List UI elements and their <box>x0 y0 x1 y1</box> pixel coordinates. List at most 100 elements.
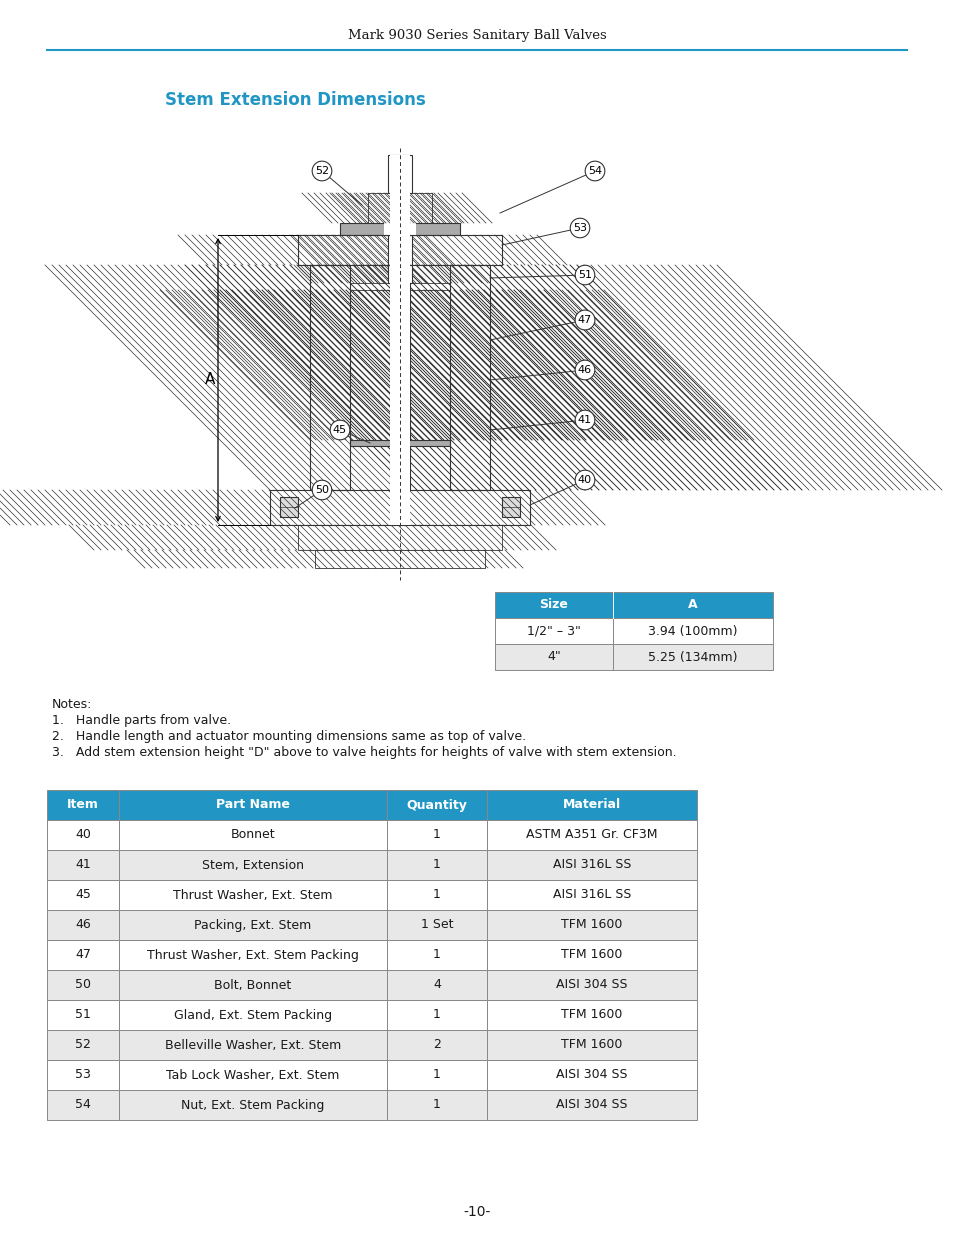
Bar <box>388 266 412 283</box>
Bar <box>297 525 501 550</box>
Text: 4: 4 <box>433 978 440 992</box>
Text: AISI 316L SS: AISI 316L SS <box>552 888 631 902</box>
Text: TFM 1600: TFM 1600 <box>560 948 622 962</box>
Text: 2.   Handle length and actuator mounting dimensions same as top of valve.: 2. Handle length and actuator mounting d… <box>52 730 525 743</box>
Bar <box>310 266 350 490</box>
Bar <box>486 1000 697 1030</box>
Bar <box>119 790 387 820</box>
Bar <box>395 193 403 224</box>
Text: 51: 51 <box>578 270 592 280</box>
Bar <box>486 940 697 969</box>
Bar <box>47 850 119 881</box>
Bar <box>119 940 387 969</box>
Text: 46: 46 <box>578 366 592 375</box>
Bar <box>297 235 501 266</box>
Text: Notes:: Notes: <box>52 698 92 711</box>
Text: A: A <box>205 373 215 388</box>
Text: 47: 47 <box>578 315 592 325</box>
Text: 1: 1 <box>433 888 440 902</box>
Bar <box>486 910 697 940</box>
Bar <box>47 1091 119 1120</box>
Bar <box>384 224 416 235</box>
Bar <box>495 643 613 671</box>
Bar <box>280 496 297 517</box>
Text: Thrust Washer, Ext. Stem: Thrust Washer, Ext. Stem <box>173 888 333 902</box>
Bar <box>486 850 697 881</box>
Text: Nut, Ext. Stem Packing: Nut, Ext. Stem Packing <box>181 1098 324 1112</box>
Bar <box>270 490 530 525</box>
Bar <box>410 290 450 440</box>
Bar <box>387 1091 486 1120</box>
Bar <box>310 266 350 490</box>
Text: Gland, Ext. Stem Packing: Gland, Ext. Stem Packing <box>173 1009 332 1021</box>
Text: 41: 41 <box>578 415 592 425</box>
Text: 51: 51 <box>75 1009 91 1021</box>
Text: 3.94 (100mm): 3.94 (100mm) <box>648 625 737 637</box>
Bar <box>387 1000 486 1030</box>
Bar <box>495 592 772 618</box>
Text: 1/2" – 3": 1/2" – 3" <box>526 625 580 637</box>
Text: Belleville Washer, Ext. Stem: Belleville Washer, Ext. Stem <box>165 1039 341 1051</box>
Text: 53: 53 <box>573 224 586 233</box>
Text: Size: Size <box>539 599 568 611</box>
Text: TFM 1600: TFM 1600 <box>560 919 622 931</box>
Text: AISI 304 SS: AISI 304 SS <box>556 1068 627 1082</box>
Bar <box>119 1000 387 1030</box>
Bar <box>395 193 432 224</box>
Text: 1: 1 <box>433 858 440 872</box>
Bar <box>119 1030 387 1060</box>
Bar <box>412 235 501 266</box>
Bar <box>47 940 119 969</box>
Bar <box>119 1091 387 1120</box>
Text: Stem, Extension: Stem, Extension <box>202 858 304 872</box>
Text: Stem Extension Dimensions: Stem Extension Dimensions <box>165 91 425 109</box>
Bar <box>119 1060 387 1091</box>
Bar <box>119 850 387 881</box>
Text: 1: 1 <box>433 1098 440 1112</box>
Text: Part Name: Part Name <box>215 799 290 811</box>
Text: TFM 1600: TFM 1600 <box>560 1009 622 1021</box>
Bar <box>387 850 486 881</box>
Text: 52: 52 <box>314 165 329 177</box>
Bar <box>297 235 388 266</box>
Text: 47: 47 <box>75 948 91 962</box>
Bar <box>412 266 450 283</box>
Bar <box>613 618 772 643</box>
Bar <box>486 1060 697 1091</box>
Bar <box>388 156 412 193</box>
Bar <box>47 1030 119 1060</box>
Text: 40: 40 <box>75 829 91 841</box>
Bar <box>47 881 119 910</box>
Text: TFM 1600: TFM 1600 <box>560 1039 622 1051</box>
Text: 50: 50 <box>75 978 91 992</box>
Text: Bonnet: Bonnet <box>231 829 275 841</box>
Bar <box>47 790 119 820</box>
Text: 1 Set: 1 Set <box>420 919 453 931</box>
Bar <box>495 618 613 643</box>
Bar <box>486 969 697 1000</box>
Text: 1: 1 <box>433 948 440 962</box>
Bar <box>450 266 490 490</box>
Bar <box>47 1000 119 1030</box>
Text: 3.   Add stem extension height "D" above to valve heights for heights of valve w: 3. Add stem extension height "D" above t… <box>52 746 676 760</box>
Bar <box>387 1030 486 1060</box>
Bar <box>387 881 486 910</box>
Bar <box>387 1060 486 1091</box>
Text: AISI 304 SS: AISI 304 SS <box>556 1098 627 1112</box>
Text: 45: 45 <box>333 425 347 435</box>
Text: 1: 1 <box>433 1009 440 1021</box>
Bar <box>388 235 412 266</box>
Bar <box>387 969 486 1000</box>
Bar <box>119 881 387 910</box>
Bar <box>486 1091 697 1120</box>
Text: Packing, Ext. Stem: Packing, Ext. Stem <box>194 919 312 931</box>
Bar <box>486 790 697 820</box>
Text: 1: 1 <box>433 829 440 841</box>
Text: Thrust Washer, Ext. Stem Packing: Thrust Washer, Ext. Stem Packing <box>147 948 358 962</box>
Bar <box>119 910 387 940</box>
Text: Tab Lock Washer, Ext. Stem: Tab Lock Washer, Ext. Stem <box>166 1068 339 1082</box>
Bar <box>486 881 697 910</box>
Bar <box>47 1060 119 1091</box>
Bar <box>450 266 490 490</box>
Bar <box>387 910 486 940</box>
